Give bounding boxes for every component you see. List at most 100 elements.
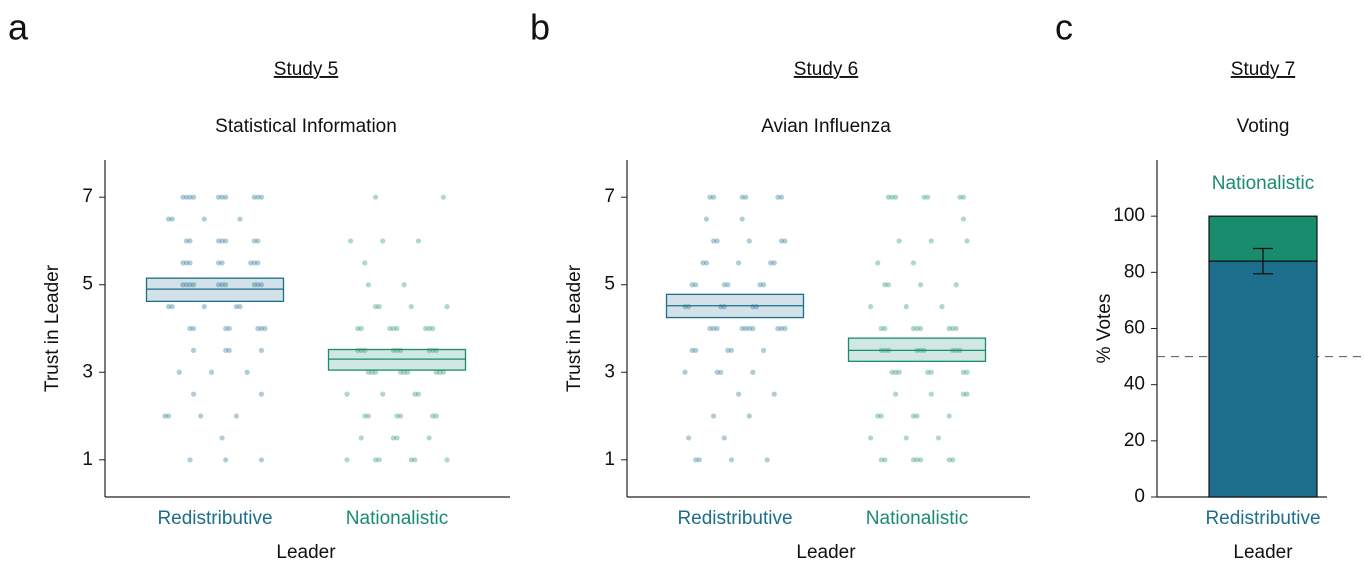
data-point <box>743 194 749 200</box>
data-point <box>746 238 752 244</box>
data-point <box>878 325 884 332</box>
data-point <box>928 238 934 244</box>
data-point <box>710 325 717 332</box>
data-point <box>910 413 917 419</box>
data-point <box>183 260 190 266</box>
data-point <box>433 347 439 353</box>
data-point <box>401 369 407 375</box>
data-point <box>169 216 175 222</box>
data-point <box>903 304 909 310</box>
data-point <box>190 194 197 200</box>
data-point <box>710 194 717 200</box>
y-tick-label: 60 <box>1124 318 1145 339</box>
data-point <box>682 369 688 375</box>
data-point <box>739 325 745 332</box>
data-point <box>358 435 364 441</box>
data-point <box>693 282 699 288</box>
x-tick-label: Nationalistic <box>866 508 968 529</box>
data-point <box>768 260 774 266</box>
data-point <box>180 282 186 288</box>
data-point <box>917 457 924 463</box>
data-point <box>244 369 250 375</box>
chart-title: Avian Influenza <box>761 116 891 137</box>
y-tick-label: 100 <box>1113 205 1145 226</box>
data-point <box>928 391 934 397</box>
data-point <box>885 194 892 200</box>
data-point <box>223 238 229 244</box>
data-point <box>878 413 884 419</box>
data-point <box>778 325 785 332</box>
data-point <box>867 435 874 441</box>
data-point <box>365 282 372 288</box>
data-point <box>415 391 422 397</box>
data-point <box>721 282 727 288</box>
data-point <box>771 391 777 397</box>
data-point <box>190 325 197 332</box>
data-point <box>165 216 172 222</box>
data-point <box>896 369 902 375</box>
data-point <box>215 194 222 200</box>
data-point <box>960 194 967 200</box>
data-point <box>746 325 752 332</box>
x-axis-label: Leader <box>276 542 336 563</box>
data-point <box>219 238 225 244</box>
data-point <box>390 435 397 441</box>
data-point <box>910 325 917 332</box>
data-point <box>162 413 168 419</box>
data-point <box>750 325 756 332</box>
data-point <box>950 457 956 463</box>
data-point <box>380 391 386 397</box>
data-point <box>430 325 436 332</box>
y-tick-label: 5 <box>82 274 93 295</box>
data-point <box>372 304 379 310</box>
y-axis-label: % Votes <box>1094 294 1115 364</box>
data-point <box>928 369 934 375</box>
data-point <box>219 194 225 200</box>
data-point <box>372 369 379 375</box>
data-point <box>960 391 967 397</box>
data-point <box>707 325 713 332</box>
data-point <box>753 304 760 310</box>
data-point <box>892 194 899 200</box>
data-point <box>237 216 243 222</box>
data-point <box>262 325 268 332</box>
data-point <box>721 435 727 441</box>
ci-box <box>847 337 987 362</box>
data-point <box>689 282 695 288</box>
data-point <box>714 325 720 332</box>
data-point <box>248 260 254 266</box>
data-point <box>721 304 727 310</box>
chart-title: Voting <box>1237 116 1290 137</box>
data-point <box>394 347 400 353</box>
data-point <box>226 347 232 353</box>
data-point <box>255 238 261 244</box>
data-point <box>960 216 967 222</box>
data-point <box>408 304 414 310</box>
data-point <box>685 435 692 441</box>
data-point <box>219 282 225 288</box>
y-tick-label: 5 <box>604 274 615 295</box>
data-point <box>710 238 717 244</box>
data-point <box>215 238 222 244</box>
data-point <box>782 325 788 332</box>
data-point <box>921 347 927 353</box>
data-point <box>718 369 724 375</box>
y-tick-label: 1 <box>82 449 93 470</box>
data-point <box>925 369 931 375</box>
error-bar <box>1253 247 1273 275</box>
data-point <box>914 347 920 353</box>
data-point <box>430 347 436 353</box>
data-point <box>176 369 182 375</box>
data-point <box>878 457 884 463</box>
data-point <box>935 435 942 441</box>
data-point <box>444 304 450 310</box>
data-point <box>867 304 874 310</box>
data-point <box>183 194 190 200</box>
data-point <box>939 304 945 310</box>
data-point <box>914 413 920 419</box>
y-tick-label: 80 <box>1124 261 1145 282</box>
data-point <box>925 194 931 200</box>
data-point <box>251 194 257 200</box>
data-point <box>183 282 190 288</box>
